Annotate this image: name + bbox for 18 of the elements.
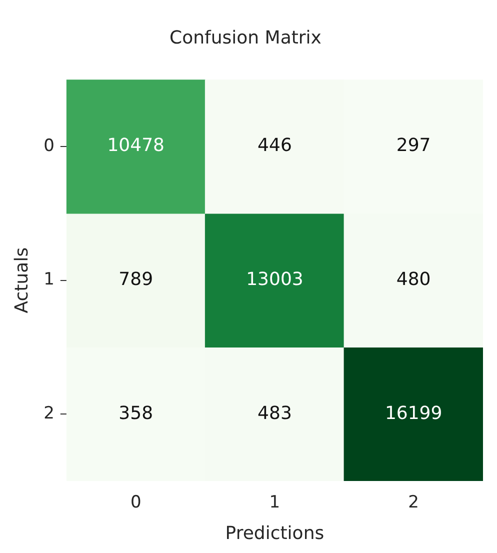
data-label: 480 xyxy=(396,268,431,290)
x-tick-label: 0 xyxy=(130,492,142,513)
chart-title: Confusion Matrix xyxy=(170,27,322,48)
x-tick-label: 2 xyxy=(408,492,419,513)
data-label: 446 xyxy=(258,135,292,156)
data-label: 789 xyxy=(118,268,154,290)
y-axis-title: Actuals xyxy=(11,247,32,314)
data-label: 10478 xyxy=(107,135,164,156)
x-axis-title: Predictions xyxy=(225,522,324,544)
x-tick-label: 1 xyxy=(269,492,280,513)
data-label: 16199 xyxy=(384,402,442,424)
data-label: 297 xyxy=(396,135,431,156)
y-tick-label: 1 xyxy=(44,270,54,290)
data-label: 13003 xyxy=(246,268,304,290)
y-tick-label: 2 xyxy=(44,404,54,424)
data-label: 483 xyxy=(258,402,292,424)
y-tick-label: 0 xyxy=(44,136,54,156)
data-label: 358 xyxy=(118,402,154,424)
